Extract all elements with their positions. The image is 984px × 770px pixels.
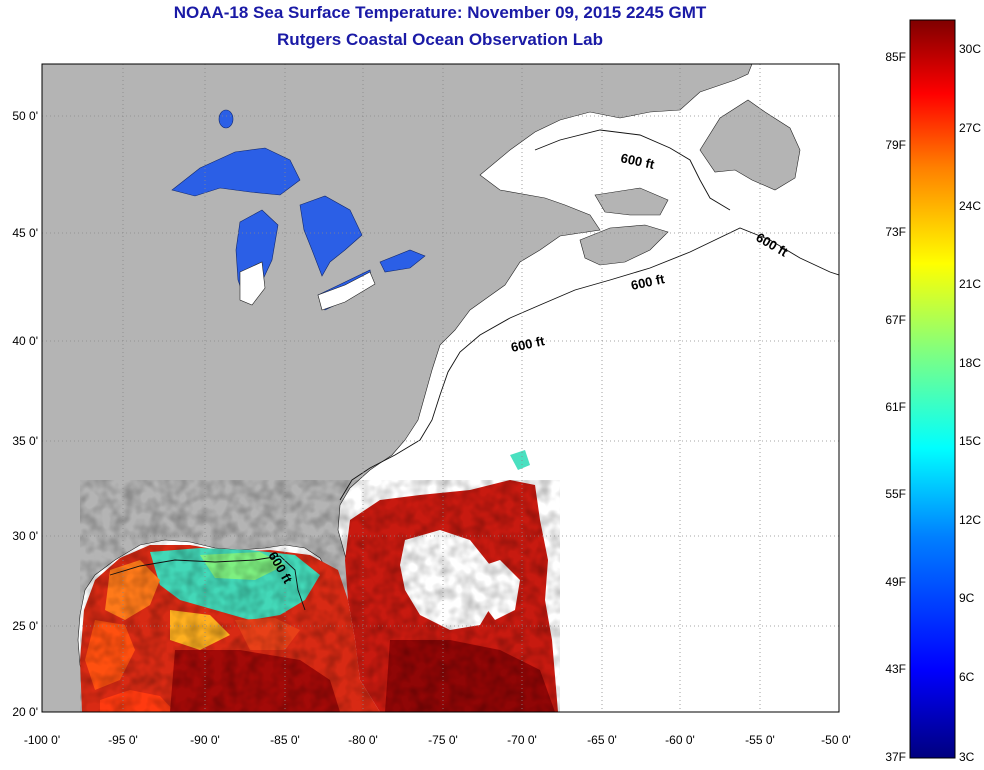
isobath-600ft-gulf bbox=[109, 555, 306, 611]
colorbar-c-label: 6C bbox=[959, 670, 975, 684]
lon-label: -100 0' bbox=[24, 733, 60, 747]
lon-label: -75 0' bbox=[428, 733, 458, 747]
lat-label: 20 0' bbox=[12, 705, 38, 719]
land-nova-scotia bbox=[579, 224, 669, 266]
colorbar-f-label: 55F bbox=[885, 487, 906, 501]
colorbar-c-label: 24C bbox=[959, 199, 981, 213]
colorbar-c-labels: 30C 27C 24C 21C 18C 15C 12C 9C 6C 3C bbox=[959, 42, 981, 764]
lon-label: -80 0' bbox=[348, 733, 378, 747]
isobath-label-4: 600 ft bbox=[510, 333, 547, 355]
colorbar-c-label: 21C bbox=[959, 277, 981, 291]
isobath-600ft-north bbox=[534, 129, 731, 211]
lon-label: -95 0' bbox=[108, 733, 138, 747]
colorbar-f-label: 43F bbox=[885, 662, 906, 676]
lat-label: 30 0' bbox=[12, 529, 38, 543]
lon-label: -55 0' bbox=[745, 733, 775, 747]
colorbar-c-label: 18C bbox=[959, 356, 981, 370]
isobath-label-1: 600 ft bbox=[619, 150, 656, 172]
colorbar-c-label: 3C bbox=[959, 750, 975, 764]
map-subtitle: Rutgers Coastal Ocean Observation Lab bbox=[277, 30, 603, 49]
land-maritimes bbox=[594, 187, 669, 216]
map-title: NOAA-18 Sea Surface Temperature: Novembe… bbox=[173, 3, 707, 22]
colorbar-c-label: 27C bbox=[959, 121, 981, 135]
colorbar-f-label: 61F bbox=[885, 400, 906, 414]
colorbar-f-label: 37F bbox=[885, 750, 906, 764]
colorbar-c-label: 12C bbox=[959, 513, 981, 527]
lake-michigan-south bbox=[239, 261, 266, 306]
colorbar-f-label: 79F bbox=[885, 138, 906, 152]
isobath-label-3: 600 ft bbox=[630, 271, 667, 293]
colorbar-f-label: 49F bbox=[885, 575, 906, 589]
lon-label: -65 0' bbox=[587, 733, 617, 747]
lon-label: -70 0' bbox=[507, 733, 537, 747]
lat-label: 25 0' bbox=[12, 619, 38, 633]
isobath-600ft bbox=[339, 227, 839, 501]
graticule bbox=[42, 64, 839, 712]
lon-label: -85 0' bbox=[270, 733, 300, 747]
colorbar bbox=[909, 19, 956, 759]
latitude-labels: 50 0' 45 0' 40 0' 35 0' 30 0' 25 0' 20 0… bbox=[12, 109, 38, 719]
lat-label: 45 0' bbox=[12, 226, 38, 240]
lat-label: 40 0' bbox=[12, 334, 38, 348]
colorbar-c-label: 9C bbox=[959, 591, 975, 605]
land-newfoundland bbox=[699, 99, 801, 191]
map-frame bbox=[41, 63, 840, 713]
longitude-labels: -100 0' -95 0' -90 0' -85 0' -80 0' -75 … bbox=[24, 733, 851, 747]
sst-texture bbox=[80, 480, 560, 712]
lon-label: -90 0' bbox=[190, 733, 220, 747]
lon-label: -60 0' bbox=[665, 733, 695, 747]
colorbar-f-labels: 85F 79F 73F 67F 61F 55F 49F 43F 37F bbox=[885, 50, 906, 764]
colorbar-c-label: 15C bbox=[959, 434, 981, 448]
lat-label: 50 0' bbox=[12, 109, 38, 123]
lake-erie bbox=[317, 271, 376, 311]
colorbar-f-label: 85F bbox=[885, 50, 906, 64]
colorbar-f-label: 73F bbox=[885, 225, 906, 239]
colorbar-c-label: 30C bbox=[959, 42, 981, 56]
lat-label: 35 0' bbox=[12, 434, 38, 448]
colorbar-f-label: 67F bbox=[885, 313, 906, 327]
lon-label: -50 0' bbox=[821, 733, 851, 747]
